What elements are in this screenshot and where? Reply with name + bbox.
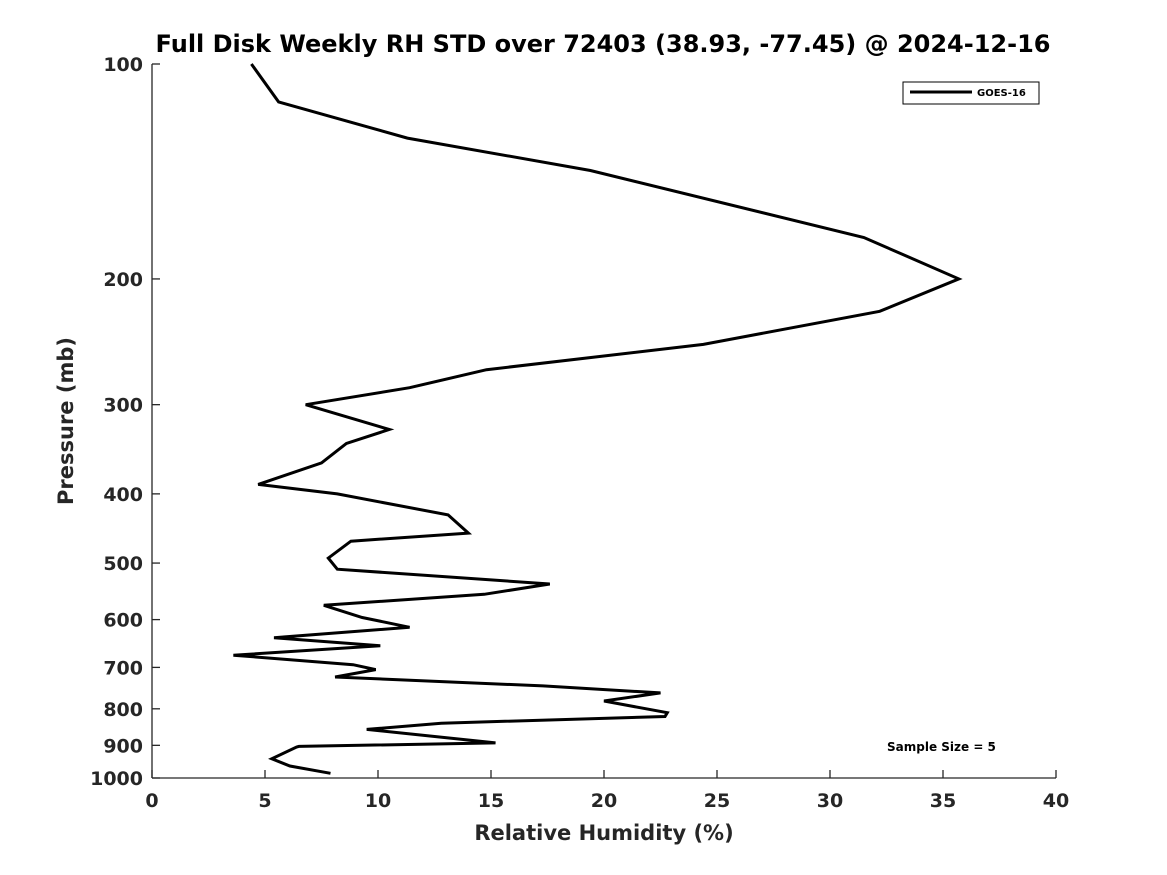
sample-size-annotation: Sample Size = 5 [887, 740, 996, 754]
x-tick-label: 15 [478, 790, 504, 812]
x-axis-label: Relative Humidity (%) [474, 821, 733, 845]
y-tick-label: 100 [103, 54, 143, 76]
y-tick-label: 400 [103, 484, 143, 506]
x-tick-label: 10 [365, 790, 391, 812]
y-tick-label: 300 [103, 395, 143, 417]
legend-label-goes-16: GOES-16 [977, 88, 1026, 99]
chart-title: Full Disk Weekly RH STD over 72403 (38.9… [156, 30, 1051, 58]
x-tick-label: 25 [704, 790, 730, 812]
y-tick-label: 900 [103, 735, 143, 757]
x-tick-label: 20 [591, 790, 617, 812]
legend: GOES-16 [902, 81, 1040, 105]
x-tick-label: 40 [1043, 790, 1069, 812]
y-axis-ticks: 100 200 300 400 500 600 700 800 900 1000 [90, 54, 160, 790]
y-tick-label: 700 [103, 657, 143, 679]
y-axis-label: Pressure (mb) [54, 337, 78, 505]
x-tick-label: 30 [817, 790, 843, 812]
y-tick-label: 200 [103, 269, 143, 291]
y-tick-label: 800 [103, 699, 143, 721]
x-axis-ticks: 0 5 10 15 20 25 30 35 40 [145, 770, 1069, 812]
x-tick-label: 5 [258, 790, 271, 812]
x-tick-label: 35 [930, 790, 956, 812]
plot-area [152, 64, 1056, 778]
series-line-goes-16 [233, 63, 963, 775]
series-layer [233, 63, 963, 775]
y-tick-label: 600 [103, 610, 143, 632]
y-tick-label: 500 [103, 553, 143, 575]
x-tick-label: 0 [145, 790, 158, 812]
y-tick-label: 1000 [90, 768, 143, 790]
